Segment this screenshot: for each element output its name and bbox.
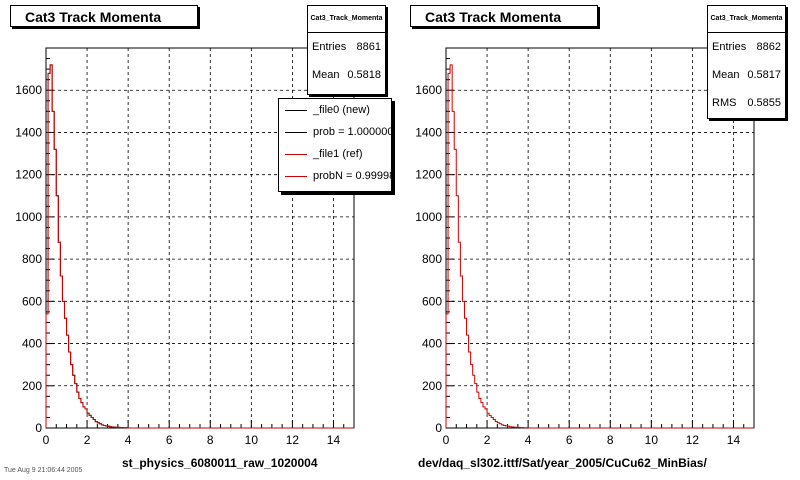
stats-label: Entries xyxy=(712,41,747,53)
legend-line-red xyxy=(285,176,307,177)
x-tick-label: 6 xyxy=(166,433,173,447)
stats-row-mean-left: Mean 0.5818 xyxy=(308,61,385,89)
y-tick-label: 1200 xyxy=(15,168,42,182)
stats-box-left: Cat3_Track_Momenta Entries 8861 Mean 0.5… xyxy=(307,5,386,95)
legend-label: _file1 (ref) xyxy=(313,148,363,160)
x-tick-label: 14 xyxy=(727,433,741,447)
stats-value: 0.5818 xyxy=(347,69,381,81)
histogram-title-right: Cat3 Track Momenta xyxy=(410,5,598,27)
x-tick-label: 6 xyxy=(566,433,573,447)
y-tick-label: 600 xyxy=(422,294,442,308)
y-tick-label: 1600 xyxy=(15,83,42,97)
x-tick-label: 0 xyxy=(443,433,450,447)
y-tick-label: 1400 xyxy=(415,125,442,139)
y-tick-label: 200 xyxy=(422,379,442,393)
x-tick-label: 8 xyxy=(607,433,614,447)
stats-value: 8862 xyxy=(756,41,781,53)
timestamp-footer: Tue Aug 9 21:06:44 2005 xyxy=(4,467,83,474)
title-text-left: Cat3 Track Momenta xyxy=(25,9,162,25)
legend-label: probN = 0.99998 xyxy=(313,170,392,182)
x-tick-label: 8 xyxy=(207,433,214,447)
x-tick-label: 2 xyxy=(484,433,491,447)
x-tick-label: 10 xyxy=(645,433,659,447)
x-tick-label: 12 xyxy=(686,433,700,447)
legend-entry-ref: _file1 (ref) xyxy=(279,143,391,165)
y-tick-label: 1600 xyxy=(415,83,442,97)
histogram-series-0 xyxy=(445,64,754,429)
legend-label: _file0 (new) xyxy=(313,104,370,116)
x-tick-label: 4 xyxy=(525,433,532,447)
legend-box: _file0 (new) prob = 1.000000 _file1 (ref… xyxy=(278,98,392,192)
stats-value: 0.5855 xyxy=(747,97,781,109)
stats-label: RMS xyxy=(712,97,737,109)
x-tick-label: 10 xyxy=(245,433,259,447)
x-axis-label-right: dev/daq_sl302.ittf/Sat/year_2005/CuCu62_… xyxy=(418,456,707,470)
stats-name-right: Cat3_Track_Momenta xyxy=(708,6,785,33)
histogram-title-left: Cat3 Track Momenta xyxy=(10,5,198,27)
y-tick-label: 1400 xyxy=(15,125,42,139)
stats-row-rms-right: RMS 0.5855 xyxy=(708,89,785,117)
y-tick-label: 800 xyxy=(422,252,442,266)
legend-line-black xyxy=(285,110,307,111)
legend-line-black xyxy=(285,132,307,133)
x-tick-label: 4 xyxy=(125,433,132,447)
legend-entry-prob: prob = 1.000000 xyxy=(279,121,391,143)
y-tick-label: 0 xyxy=(435,421,442,435)
x-tick-label: 0 xyxy=(43,433,50,447)
stats-row-mean-right: Mean 0.5817 xyxy=(708,61,785,89)
y-tick-label: 600 xyxy=(22,294,42,308)
stats-row-entries-left: Entries 8861 xyxy=(308,33,385,61)
y-tick-label: 800 xyxy=(22,252,42,266)
legend-entry-probn: probN = 0.99998 xyxy=(279,165,391,187)
stats-value: 8861 xyxy=(356,41,381,53)
x-axis-label-left: st_physics_6080011_raw_1020004 xyxy=(122,456,318,470)
stats-label: Mean xyxy=(712,69,740,81)
plot-frame xyxy=(445,47,755,429)
y-tick-label: 200 xyxy=(22,379,42,393)
histogram-plot-right: 0 2 4 6 8 10 12 14 0 200 400 600 800 1000 1200 1400 1600 xyxy=(415,47,755,447)
histogram-pad-right: 0 2 4 6 8 10 12 14 0 200 400 600 800 1000 1200 1400 1600… xyxy=(400,0,798,470)
title-text-right: Cat3 Track Momenta xyxy=(425,9,562,25)
stats-value: 0.5817 xyxy=(747,69,781,81)
y-tick-label: 400 xyxy=(22,337,42,351)
y-tick-label: 0 xyxy=(35,421,42,435)
y-tick-label: 1200 xyxy=(415,168,442,182)
x-tick-label: 12 xyxy=(286,433,300,447)
y-tick-label: 400 xyxy=(422,337,442,351)
stats-label: Entries xyxy=(312,41,347,53)
x-tick-label: 14 xyxy=(327,433,341,447)
histogram-series-1 xyxy=(45,64,354,429)
legend-label: prob = 1.000000 xyxy=(313,126,392,138)
stats-name-left: Cat3_Track_Momenta xyxy=(308,6,385,33)
x-tick-label: 2 xyxy=(84,433,91,447)
legend-line-red xyxy=(285,154,307,155)
stats-box-right: Cat3_Track_Momenta Entries 8862 Mean 0.5… xyxy=(707,5,786,119)
histogram-pad-left: 0 2 4 6 8 10 12 14 0 200 400 600 800 1000 1200 1400 1600… xyxy=(0,0,398,470)
stats-row-entries-right: Entries 8862 xyxy=(708,33,785,61)
y-tick-label: 1000 xyxy=(415,210,442,224)
legend-entry-new: _file0 (new) xyxy=(279,99,391,121)
stats-label: Mean xyxy=(312,69,340,81)
y-tick-label: 1000 xyxy=(15,210,42,224)
